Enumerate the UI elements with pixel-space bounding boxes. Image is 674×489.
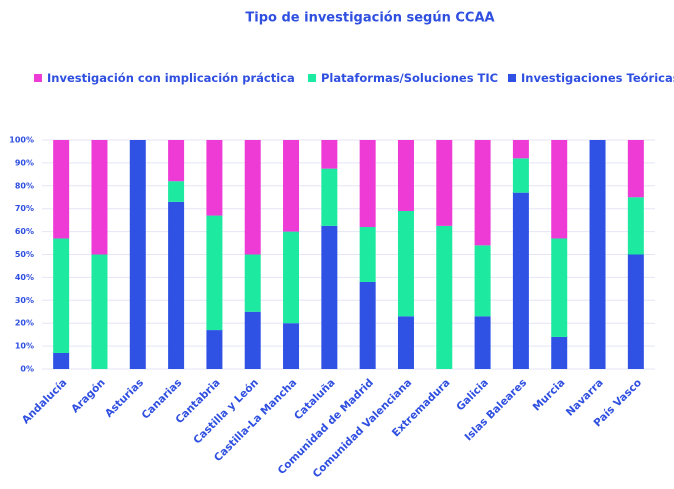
x-tick-label: Murcia	[531, 377, 568, 414]
y-tick-label: 40%	[15, 273, 34, 282]
bar-segment	[206, 140, 223, 216]
bar-segment	[551, 238, 568, 337]
y-tick-label: 0%	[20, 365, 34, 374]
bar-segment	[168, 201, 185, 369]
bar-segment	[474, 245, 491, 317]
chart-title: Tipo de investigación según CCAA	[245, 11, 494, 26]
bar-segment	[397, 316, 414, 369]
bar-segment	[53, 352, 70, 369]
bar-segment	[436, 225, 453, 369]
x-tick-label: Aragón	[69, 377, 108, 416]
bar-segment	[359, 140, 376, 228]
bar-segment	[168, 181, 185, 202]
y-tick-label: 70%	[15, 204, 34, 213]
bar-segment	[359, 227, 376, 282]
bar-segment	[283, 231, 300, 324]
legend-swatch	[34, 74, 42, 82]
bar-segment	[321, 168, 338, 226]
bar-segment	[627, 254, 644, 369]
y-tick-label: 10%	[15, 342, 34, 351]
bar-segment	[397, 140, 414, 211]
bar-segment	[474, 140, 491, 246]
x-tick-label: Castilla y León	[191, 377, 261, 447]
y-tick-label: 30%	[15, 296, 34, 305]
bar-segment	[206, 215, 223, 331]
bar-segment	[53, 238, 70, 353]
bar-segment	[512, 192, 529, 369]
x-tick-label: Galicia	[454, 377, 491, 414]
legend-swatch	[508, 74, 516, 82]
y-tick-label: 80%	[15, 181, 34, 190]
bar-segment	[359, 281, 376, 369]
x-tick-label: Andalucía	[20, 377, 70, 427]
bar-segment	[512, 158, 529, 193]
bar-segment	[244, 254, 261, 312]
bar-segment	[627, 197, 644, 255]
bar-segment	[321, 140, 338, 169]
bar-segment	[91, 254, 108, 369]
legend-label: Investigación con implicación práctica	[47, 71, 295, 85]
bar-segment	[551, 336, 568, 369]
bar-segment	[512, 140, 529, 159]
bar-segment	[283, 140, 300, 232]
legend-swatch	[308, 74, 316, 82]
y-tick-label: 100%	[9, 136, 34, 145]
bar-segment	[244, 140, 261, 255]
bar-segment	[551, 140, 568, 239]
y-tick-label: 20%	[15, 319, 34, 328]
bar-segment	[436, 140, 453, 226]
bar-segment	[474, 316, 491, 369]
y-tick-label: 50%	[15, 250, 34, 259]
bar-segment	[129, 140, 146, 369]
bar-segment	[627, 140, 644, 198]
bar-segment	[53, 140, 70, 239]
bar-segment	[206, 330, 223, 369]
bar-segment	[283, 323, 300, 369]
legend-label: Plataformas/Soluciones TIC	[321, 71, 498, 85]
bar-segment	[589, 140, 606, 369]
bar-segment	[321, 225, 338, 369]
legend-label: Investigaciones Teóricas	[521, 71, 674, 85]
y-tick-label: 90%	[15, 158, 34, 167]
bar-segment	[168, 140, 185, 182]
bar-segment	[397, 210, 414, 317]
bar-segment	[91, 140, 108, 255]
bar-segment	[244, 311, 261, 369]
y-tick-label: 60%	[15, 227, 34, 236]
